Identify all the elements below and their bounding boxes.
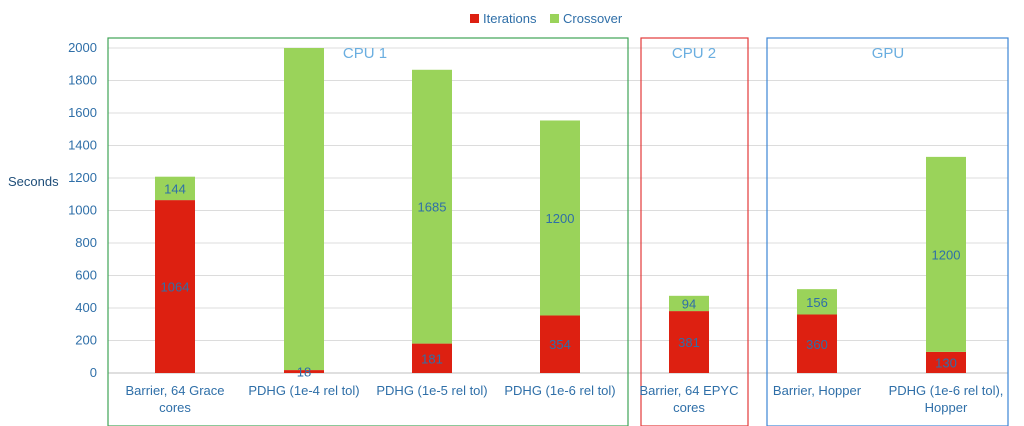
category-label: cores: [673, 400, 705, 415]
legend-label-iterations: Iterations: [483, 11, 537, 26]
data-label-crossover: 156: [806, 295, 828, 310]
data-label-crossover: 1200: [932, 247, 961, 262]
data-label-iterations: 354: [549, 337, 571, 352]
category-label: cores: [159, 400, 191, 415]
group-title: CPU 2: [672, 45, 716, 62]
y-tick-label: 1600: [68, 105, 97, 120]
y-tick-label: 0: [90, 365, 97, 380]
data-label-iterations: 1064: [161, 280, 190, 295]
y-tick-label: 400: [75, 300, 97, 315]
group-box-cpu-1: [107, 37, 629, 426]
category-label: PDHG (1e-5 rel tol): [376, 383, 487, 398]
group-title: GPU: [872, 45, 905, 62]
category-label: Barrier, 64 EPYC: [640, 383, 739, 398]
bar-crossover: [412, 69, 452, 344]
y-tick-label: 800: [75, 235, 97, 250]
y-tick-label: 2000: [68, 40, 97, 55]
bar-iterations: [540, 315, 580, 373]
group-box-gpu: [766, 37, 1009, 426]
data-label-crossover: 144: [164, 181, 186, 196]
category-label: PDHG (1e-4 rel tol): [248, 383, 359, 398]
y-tick-label: 600: [75, 268, 97, 283]
y-tick-label: 200: [75, 333, 97, 348]
data-label-crossover: 1685: [418, 200, 447, 215]
category-label: PDHG (1e-6 rel tol): [504, 383, 615, 398]
category-label: Barrier, 64 Grace: [126, 383, 225, 398]
y-tick-label: 1000: [68, 203, 97, 218]
data-label-iterations: 130: [935, 355, 957, 370]
category-label: Barrier, Hopper: [773, 383, 862, 398]
y-tick-label: 1800: [68, 73, 97, 88]
bar-iterations: [669, 311, 709, 373]
legend-swatch-crossover: [550, 14, 559, 23]
legend-label-crossover: Crossover: [563, 11, 623, 26]
bar-iterations: [284, 370, 324, 373]
group-boxes: CPU 1 CPU 2 GPU: [107, 37, 1009, 426]
category-label: PDHG (1e-6 rel tol),: [889, 383, 1004, 398]
bar-iterations: [155, 200, 195, 373]
bar-crossover: [926, 156, 966, 352]
y-tick-label: 1200: [68, 170, 97, 185]
legend: Iterations Crossover: [470, 11, 623, 26]
bar-iterations: [797, 314, 837, 373]
bar-crossover: [284, 48, 324, 371]
bar-crossover: [669, 295, 709, 312]
bar-crossover: [540, 120, 580, 316]
group-title: CPU 1: [343, 45, 387, 62]
bar-iterations: [926, 351, 966, 373]
data-label-crossover: 1200: [546, 211, 575, 226]
group-box-cpu-2: [640, 37, 749, 426]
data-labels: 1064 144 18 181 1685 354 1200 381 94 360 156 130 120…: [161, 181, 961, 379]
category-labels: Barrier, 64 Grace cores PDHG (1e-4 rel tol…: [126, 383, 1004, 415]
bars: [155, 48, 966, 373]
data-label-crossover: 94: [682, 296, 696, 311]
legend-swatch-iterations: [470, 14, 479, 23]
bar-iterations: [412, 343, 452, 373]
data-label-iterations: 360: [806, 337, 828, 352]
bar-crossover: [155, 176, 195, 201]
data-label-iterations: 18: [297, 365, 311, 380]
data-label-iterations: 381: [678, 335, 700, 350]
y-axis-label: Seconds: [8, 174, 59, 189]
bar-crossover: [797, 289, 837, 315]
y-tick-label: 1400: [68, 138, 97, 153]
data-label-iterations: 181: [421, 351, 443, 366]
category-label: Hopper: [925, 400, 968, 415]
y-axis-ticks: 0 200 400 600 800 1000 1200 1400 1600 1800 2000: [68, 40, 97, 380]
